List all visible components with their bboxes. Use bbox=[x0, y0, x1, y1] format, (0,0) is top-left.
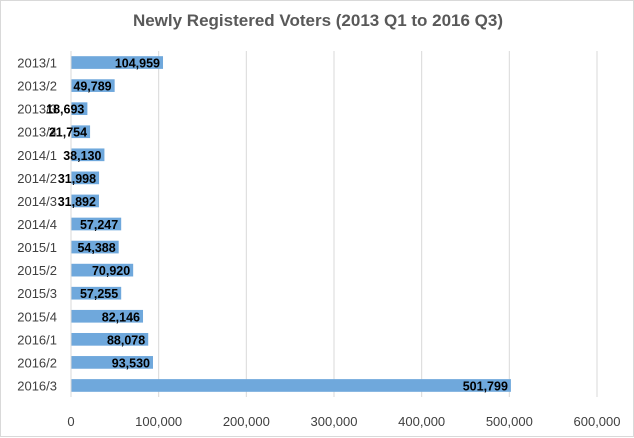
category-label: 2015/2 bbox=[17, 263, 57, 278]
category-label: 2013/4 bbox=[17, 125, 57, 140]
data-label: 501,799 bbox=[463, 379, 508, 393]
category-label: 2015/4 bbox=[17, 309, 57, 324]
category-label: 2015/1 bbox=[17, 240, 57, 255]
data-label: 49,789 bbox=[73, 80, 111, 94]
bar bbox=[71, 379, 511, 392]
x-tick-label: 400,000 bbox=[398, 414, 445, 429]
bar bbox=[71, 125, 91, 139]
category-label: 2014/3 bbox=[17, 194, 57, 209]
bar bbox=[71, 263, 134, 277]
data-label: 57,255 bbox=[80, 287, 118, 301]
x-tick-label: 200,000 bbox=[223, 414, 270, 429]
bar bbox=[71, 56, 164, 69]
bar bbox=[71, 286, 122, 300]
bar bbox=[71, 240, 119, 254]
category-label: 2013/1 bbox=[17, 56, 57, 71]
category-label: 2013/3 bbox=[17, 102, 57, 117]
category-label: 2016/3 bbox=[17, 378, 57, 393]
bar bbox=[71, 309, 144, 323]
category-label: 2014/4 bbox=[17, 217, 57, 232]
data-label: 93,530 bbox=[112, 356, 150, 370]
category-label: 2013/2 bbox=[17, 79, 57, 94]
x-tick-label: 100,000 bbox=[135, 414, 182, 429]
labels: 0 100,000 200,000 300,000 400,000 500,000 600,… bbox=[17, 56, 620, 429]
bar bbox=[71, 79, 115, 92]
x-tick-label: 600,000 bbox=[574, 414, 621, 429]
data-label: 57,247 bbox=[80, 218, 118, 232]
bar bbox=[71, 102, 88, 116]
data-label: 31,892 bbox=[58, 195, 96, 209]
bar bbox=[71, 194, 99, 208]
data-label: 31,998 bbox=[58, 172, 96, 186]
data-label: 38,130 bbox=[63, 149, 101, 163]
chart-title: Newly Registered Voters (2013 Q1 to 2016… bbox=[132, 11, 504, 30]
category-label: 2015/3 bbox=[17, 286, 57, 301]
data-label: 21,754 bbox=[49, 126, 87, 140]
bar bbox=[71, 171, 100, 185]
x-tick-label: 0 bbox=[67, 414, 74, 429]
data-label: 82,146 bbox=[102, 310, 140, 324]
category-label: 2016/1 bbox=[17, 332, 57, 347]
bar bbox=[71, 217, 122, 231]
data-label: 88,078 bbox=[107, 333, 145, 347]
data-label: 54,388 bbox=[77, 241, 115, 255]
bar bbox=[71, 356, 153, 369]
bars bbox=[71, 56, 511, 392]
data-label: 104,959 bbox=[115, 57, 160, 71]
data-label: 70,920 bbox=[92, 264, 130, 278]
category-label: 2014/1 bbox=[17, 148, 57, 163]
x-tick-label: 500,000 bbox=[486, 414, 533, 429]
bar bbox=[71, 332, 149, 346]
gridlines bbox=[158, 51, 598, 397]
category-label: 2014/2 bbox=[17, 171, 57, 186]
data-label: 18,693 bbox=[46, 103, 84, 117]
bar bbox=[71, 148, 105, 162]
x-tick-label: 300,000 bbox=[311, 414, 358, 429]
category-label: 2016/2 bbox=[17, 355, 57, 370]
